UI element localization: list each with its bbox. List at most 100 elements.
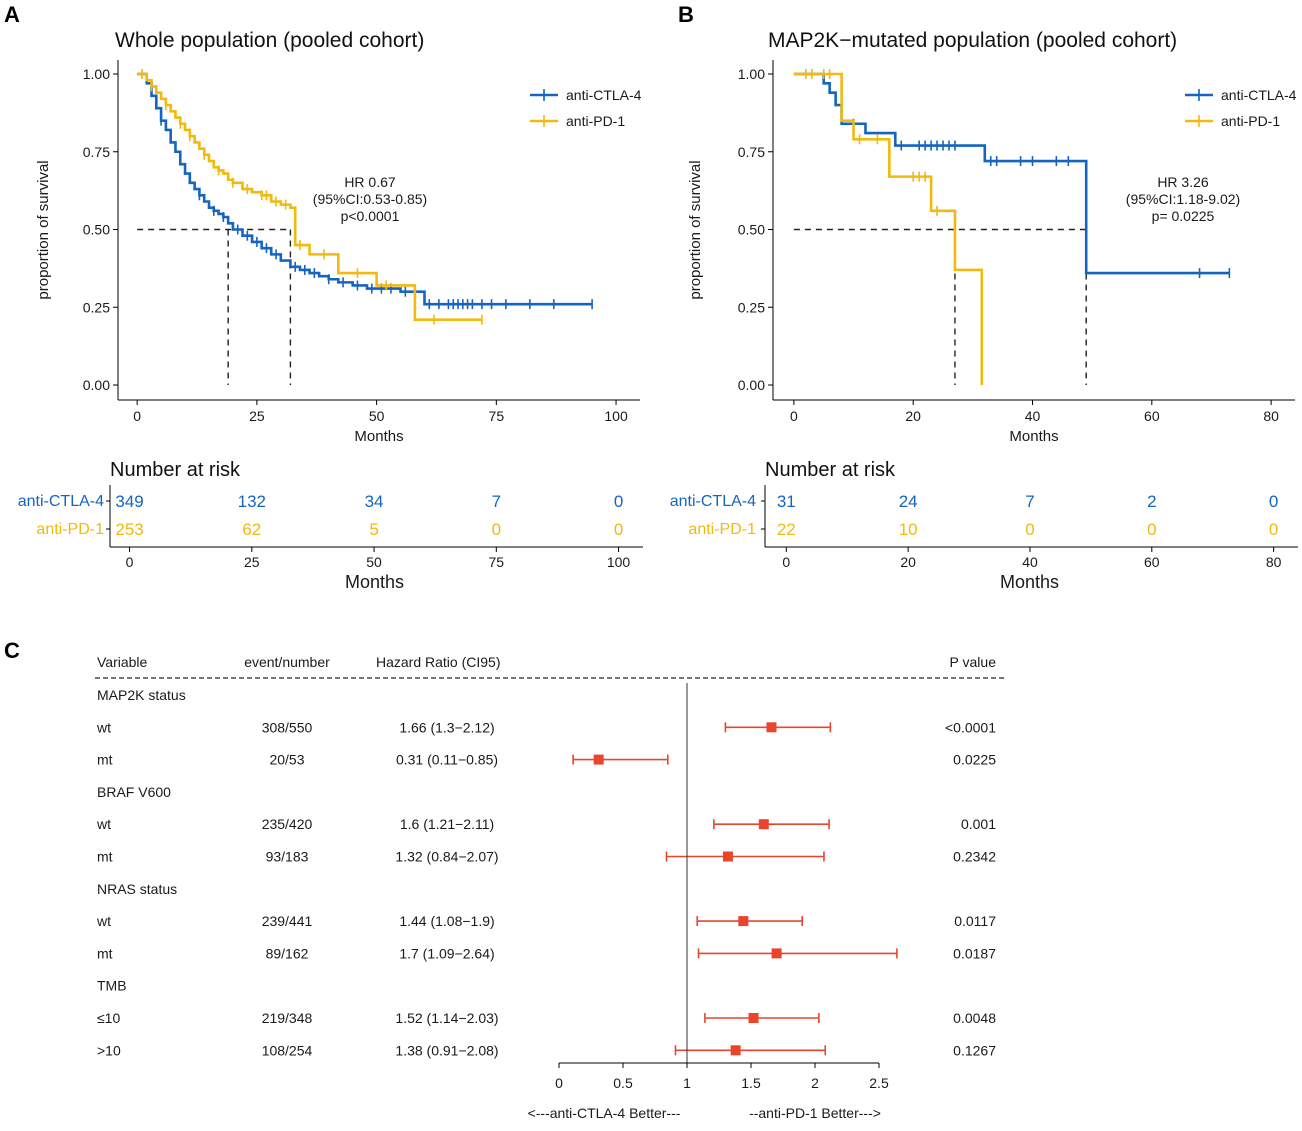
- row-hazard-ratio: 1.7 (1.09−2.64): [399, 945, 494, 961]
- risk-count: 0: [1147, 520, 1156, 539]
- risk-x-axis-label: Months: [345, 572, 404, 592]
- risk-count: 349: [115, 492, 143, 511]
- risk-x-tick-label: 60: [1144, 554, 1160, 570]
- row-label: wt: [96, 816, 111, 832]
- survival-curve-anti-ctla-4: [793, 72, 1230, 275]
- risk-count: 0: [492, 520, 501, 539]
- legend-label: anti-PD-1: [566, 113, 625, 129]
- risk-count: 5: [369, 520, 378, 539]
- panel-letter-c: C: [4, 638, 20, 663]
- group-label: BRAF V600: [97, 784, 171, 800]
- panel-letter-a: A: [4, 2, 20, 27]
- hr-annotation: HR 3.26: [1157, 174, 1209, 190]
- legend-label: anti-CTLA-4: [1221, 87, 1297, 103]
- y-tick-label: 1.00: [83, 66, 110, 82]
- y-tick-label: 0.25: [83, 299, 110, 315]
- risk-x-tick-label: 0: [126, 554, 134, 570]
- risk-x-tick-label: 40: [1022, 554, 1038, 570]
- hr-annotation: (95%CI:1.18-9.02): [1126, 191, 1240, 207]
- y-axis-label: proportion of survival: [35, 160, 52, 299]
- hr-annotation: p= 0.0225: [1152, 208, 1215, 224]
- group-label: NRAS status: [97, 881, 177, 897]
- risk-count: 0: [614, 492, 623, 511]
- risk-count: 31: [777, 492, 796, 511]
- hr-point: [766, 722, 777, 733]
- row-label: mt: [97, 752, 113, 768]
- row-p-value: 0.1267: [953, 1042, 996, 1058]
- x-axis-label: Months: [1009, 428, 1058, 445]
- risk-x-axis-label: Months: [1000, 572, 1059, 592]
- row-hazard-ratio: 1.38 (0.91−2.08): [395, 1042, 498, 1058]
- risk-count: 253: [115, 520, 143, 539]
- group-label: TMB: [97, 978, 127, 994]
- row-events: 308/550: [262, 719, 313, 735]
- risk-count: 10: [899, 520, 918, 539]
- risk-count: 2: [1147, 492, 1156, 511]
- y-tick-label: 0.75: [83, 144, 110, 160]
- row-p-value: 0.0117: [954, 913, 996, 929]
- legend-label: anti-PD-1: [1221, 113, 1280, 129]
- x-tick-label: 0: [133, 408, 141, 424]
- risk-count: 7: [1025, 492, 1034, 511]
- x-tick-label: 20: [905, 408, 921, 424]
- x-tick-label: 80: [1263, 408, 1279, 424]
- favors-left-label: <---anti-CTLA-4 Better---: [528, 1105, 681, 1121]
- row-events: 89/162: [266, 945, 309, 961]
- y-tick-label: 0.25: [738, 299, 765, 315]
- risk-x-tick-label: 0: [782, 554, 790, 570]
- y-tick-label: 1.00: [738, 66, 765, 82]
- row-events: 93/183: [266, 849, 309, 865]
- risk-count: 0: [614, 520, 623, 539]
- row-p-value: <0.0001: [945, 719, 996, 735]
- hr-point: [738, 916, 749, 927]
- x-axis-label: Months: [354, 428, 403, 445]
- forest-x-tick-label: 0.5: [613, 1075, 633, 1091]
- forest-plot: Variable event/number Hazard Ratio (CI95) P…: [95, 654, 1005, 1121]
- hr-point: [593, 754, 604, 765]
- hr-point: [748, 1013, 759, 1023]
- forest-x-tick-label: 1.5: [741, 1075, 761, 1091]
- header-p-value: P value: [950, 654, 997, 670]
- hr-annotation: p<0.0001: [341, 208, 400, 224]
- row-hazard-ratio: 1.32 (0.84−2.07): [395, 849, 498, 865]
- risk-x-tick-label: 80: [1266, 554, 1282, 570]
- x-tick-label: 25: [249, 408, 265, 424]
- row-p-value: 0.0048: [953, 1010, 996, 1026]
- risk-row-name: anti-PD-1: [36, 521, 104, 538]
- hr-point: [722, 851, 733, 862]
- row-label: mt: [97, 945, 113, 961]
- group-label: MAP2K status: [97, 687, 186, 703]
- risk-count: 62: [242, 520, 261, 539]
- x-tick-label: 75: [489, 408, 505, 424]
- header-variable: Variable: [97, 654, 148, 670]
- risk-table-title: Number at risk: [765, 459, 896, 481]
- row-label: >10: [97, 1042, 121, 1058]
- hr-annotation: HR 0.67: [344, 174, 396, 190]
- x-tick-label: 60: [1144, 408, 1160, 424]
- chart-title: Whole population (pooled cohort): [115, 29, 424, 52]
- row-hazard-ratio: 1.52 (1.14−2.03): [395, 1010, 498, 1026]
- risk-x-tick-label: 100: [607, 554, 631, 570]
- km-panel-b: MAP2K−mutated population (pooled cohort)…: [670, 29, 1298, 592]
- risk-count: 7: [492, 492, 501, 511]
- row-hazard-ratio: 1.6 (1.21−2.11): [400, 816, 494, 832]
- row-events: 108/254: [262, 1042, 313, 1058]
- risk-count: 0: [1269, 520, 1278, 539]
- hr-point: [771, 948, 782, 959]
- risk-count: 34: [365, 492, 384, 511]
- row-events: 20/53: [269, 752, 304, 768]
- risk-x-tick-label: 75: [489, 554, 505, 570]
- x-tick-label: 50: [369, 408, 385, 424]
- row-events: 239/441: [262, 913, 313, 929]
- panel-letter-b: B: [678, 2, 694, 27]
- risk-count: 0: [1025, 520, 1034, 539]
- forest-x-tick-label: 2: [811, 1075, 819, 1091]
- row-hazard-ratio: 1.66 (1.3−2.12): [399, 719, 494, 735]
- row-p-value: 0.001: [961, 816, 996, 832]
- risk-row-name: anti-PD-1: [688, 521, 756, 538]
- row-events: 235/420: [262, 816, 313, 832]
- risk-row-name: anti-CTLA-4: [18, 493, 104, 510]
- risk-count: 132: [238, 492, 266, 511]
- chart-title: MAP2K−mutated population (pooled cohort): [768, 29, 1177, 52]
